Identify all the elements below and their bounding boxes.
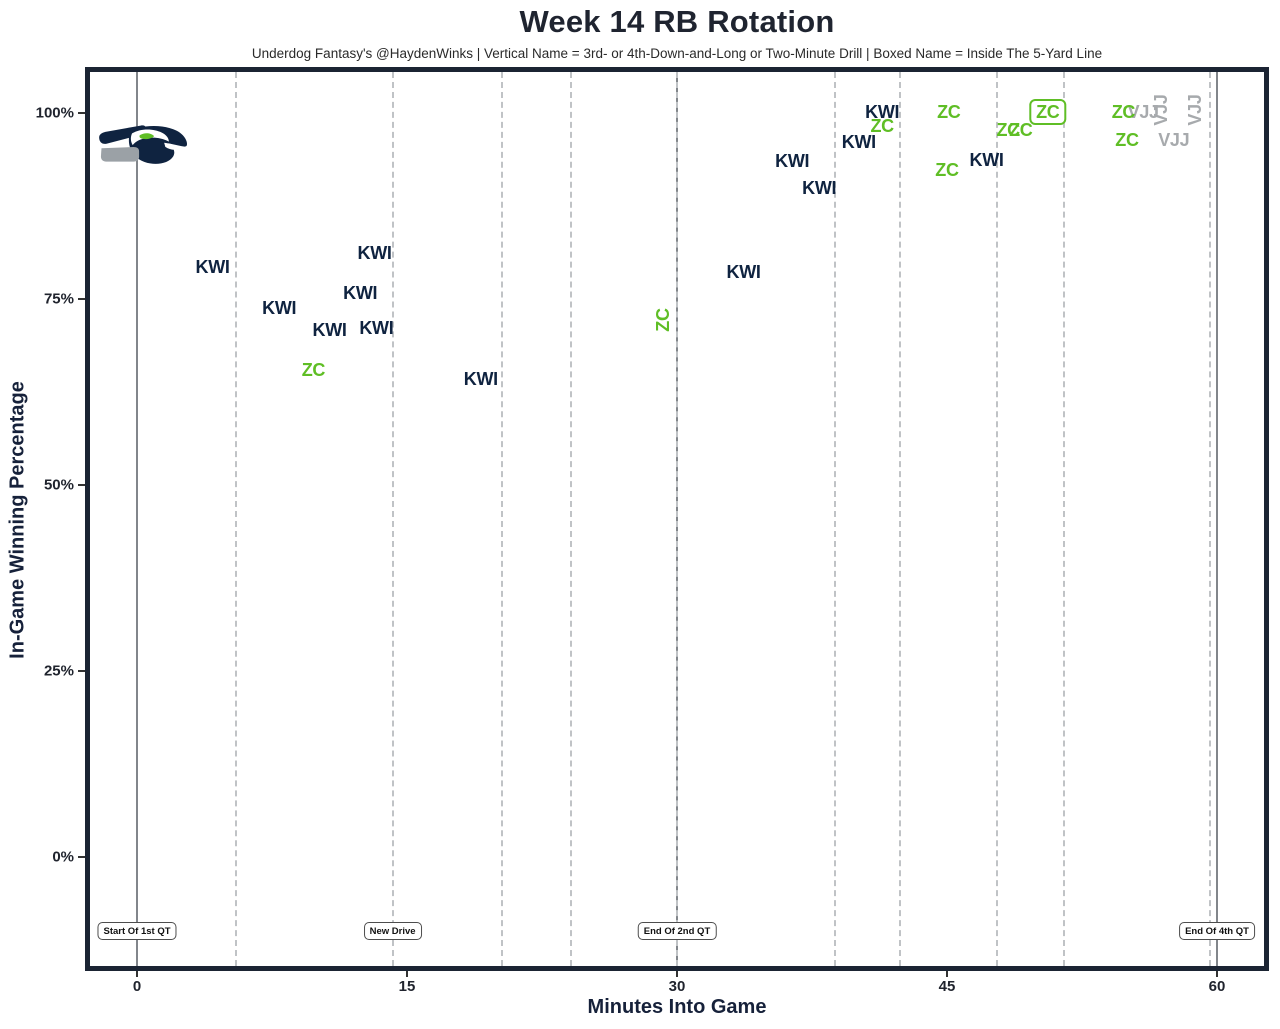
data-label-kwi: KWI	[841, 132, 876, 153]
data-label-kwi: KWI	[463, 369, 498, 390]
y-tick-label: 50%	[43, 476, 74, 494]
drive-start-gridline	[501, 72, 504, 966]
x-tick-label: 45	[938, 978, 956, 995]
drive-start-gridline	[834, 72, 837, 966]
data-label-zc: ZC	[937, 102, 961, 123]
data-label-kwi: KWI	[865, 102, 900, 123]
data-label-kwi: KWI	[359, 318, 394, 339]
y-tick-mark	[78, 112, 85, 114]
y-tick-mark	[78, 484, 85, 486]
data-label-zc: ZC	[935, 160, 959, 181]
x-tick-mark	[136, 971, 138, 977]
data-label-kwi: KWI	[343, 283, 378, 304]
x-tick-label: 15	[398, 978, 416, 995]
data-label-kwi: KWI	[775, 151, 810, 172]
annotation-box: End Of 4th QT	[1179, 922, 1255, 941]
chart-title: Week 14 RB Rotation	[519, 4, 835, 39]
gridlines-layer	[90, 72, 1264, 966]
data-label-zc: ZC	[870, 116, 894, 137]
x-tick-mark	[946, 971, 948, 977]
x-tick-label: 60	[1208, 978, 1226, 995]
y-tick-label: 0%	[52, 848, 74, 866]
x-tick-label: 0	[132, 978, 142, 995]
quarter-gridline	[1216, 72, 1218, 966]
data-label-kwi: KWI	[726, 262, 761, 283]
y-tick-label: 100%	[35, 104, 74, 122]
chart-subtitle: Underdog Fantasy's @HaydenWinks | Vertic…	[251, 46, 1103, 61]
data-label-vjj: VJJ	[1127, 102, 1159, 123]
drive-start-gridline	[899, 72, 902, 966]
annotation-box: Start Of 1st QT	[97, 922, 177, 941]
x-tick-mark	[676, 971, 678, 977]
data-label-kwi: KWI	[262, 297, 297, 318]
drive-start-gridline	[1063, 72, 1065, 966]
y-tick-mark	[78, 856, 85, 858]
x-axis-title: Minutes Into Game	[587, 996, 767, 1018]
quarter-gridline	[136, 72, 138, 966]
y-tick-mark	[78, 670, 85, 672]
logo-gray-band	[100, 147, 140, 162]
data-label-zc: ZC	[1115, 129, 1139, 150]
data-label-zc: ZC	[996, 120, 1020, 141]
x-tick-mark	[406, 971, 408, 977]
data-label-kwi: KWI	[357, 242, 392, 263]
data-points-layer: KWI KWI ZC KWI KWI KWI KWI KWI ZC KWI KWI KWI KWI KWI…	[90, 72, 1264, 966]
drive-start-gridline	[996, 72, 999, 966]
data-label-kwi: KWI	[969, 149, 1004, 170]
x-tick-label: 30	[668, 978, 686, 995]
data-label-zc: ZC	[1029, 98, 1067, 125]
y-tick-label: 75%	[43, 290, 74, 308]
drive-start-gridline	[235, 72, 237, 966]
data-label-zc: ZC	[1009, 120, 1033, 141]
annotation-box: New Drive	[363, 922, 422, 941]
y-tick-label: 25%	[43, 662, 74, 680]
plot-panel: KWI KWI ZC KWI KWI KWI KWI KWI ZC KWI KWI KWI KWI KWI…	[85, 67, 1269, 971]
data-label-vjj: VJJ	[1158, 129, 1190, 150]
annotations-layer: Start Of 1st QT New Drive End Of 2nd QT End…	[90, 72, 1264, 966]
annotation-box: End Of 2nd QT	[637, 922, 717, 941]
data-label-zc: ZC	[1111, 102, 1136, 123]
y-axis-title: In-Game Winning Percentage	[6, 381, 29, 659]
data-label-kwi: KWI	[312, 320, 347, 341]
logo-green-eye	[139, 133, 155, 140]
drive-start-gridline	[676, 72, 678, 966]
data-label-kwi: KWI	[802, 178, 837, 199]
seattle-seahawks-logo-icon	[99, 125, 188, 164]
drive-start-gridline	[1208, 72, 1211, 966]
data-label-zc: ZC	[301, 359, 326, 380]
logo-top-band	[99, 125, 147, 144]
y-tick-mark	[78, 298, 85, 300]
logo-beak-stripe	[164, 142, 181, 150]
drive-start-gridline	[391, 72, 394, 966]
data-label-kwi: KWI	[195, 257, 230, 277]
x-tick-mark	[1216, 971, 1218, 977]
drive-start-gridline	[569, 72, 572, 966]
